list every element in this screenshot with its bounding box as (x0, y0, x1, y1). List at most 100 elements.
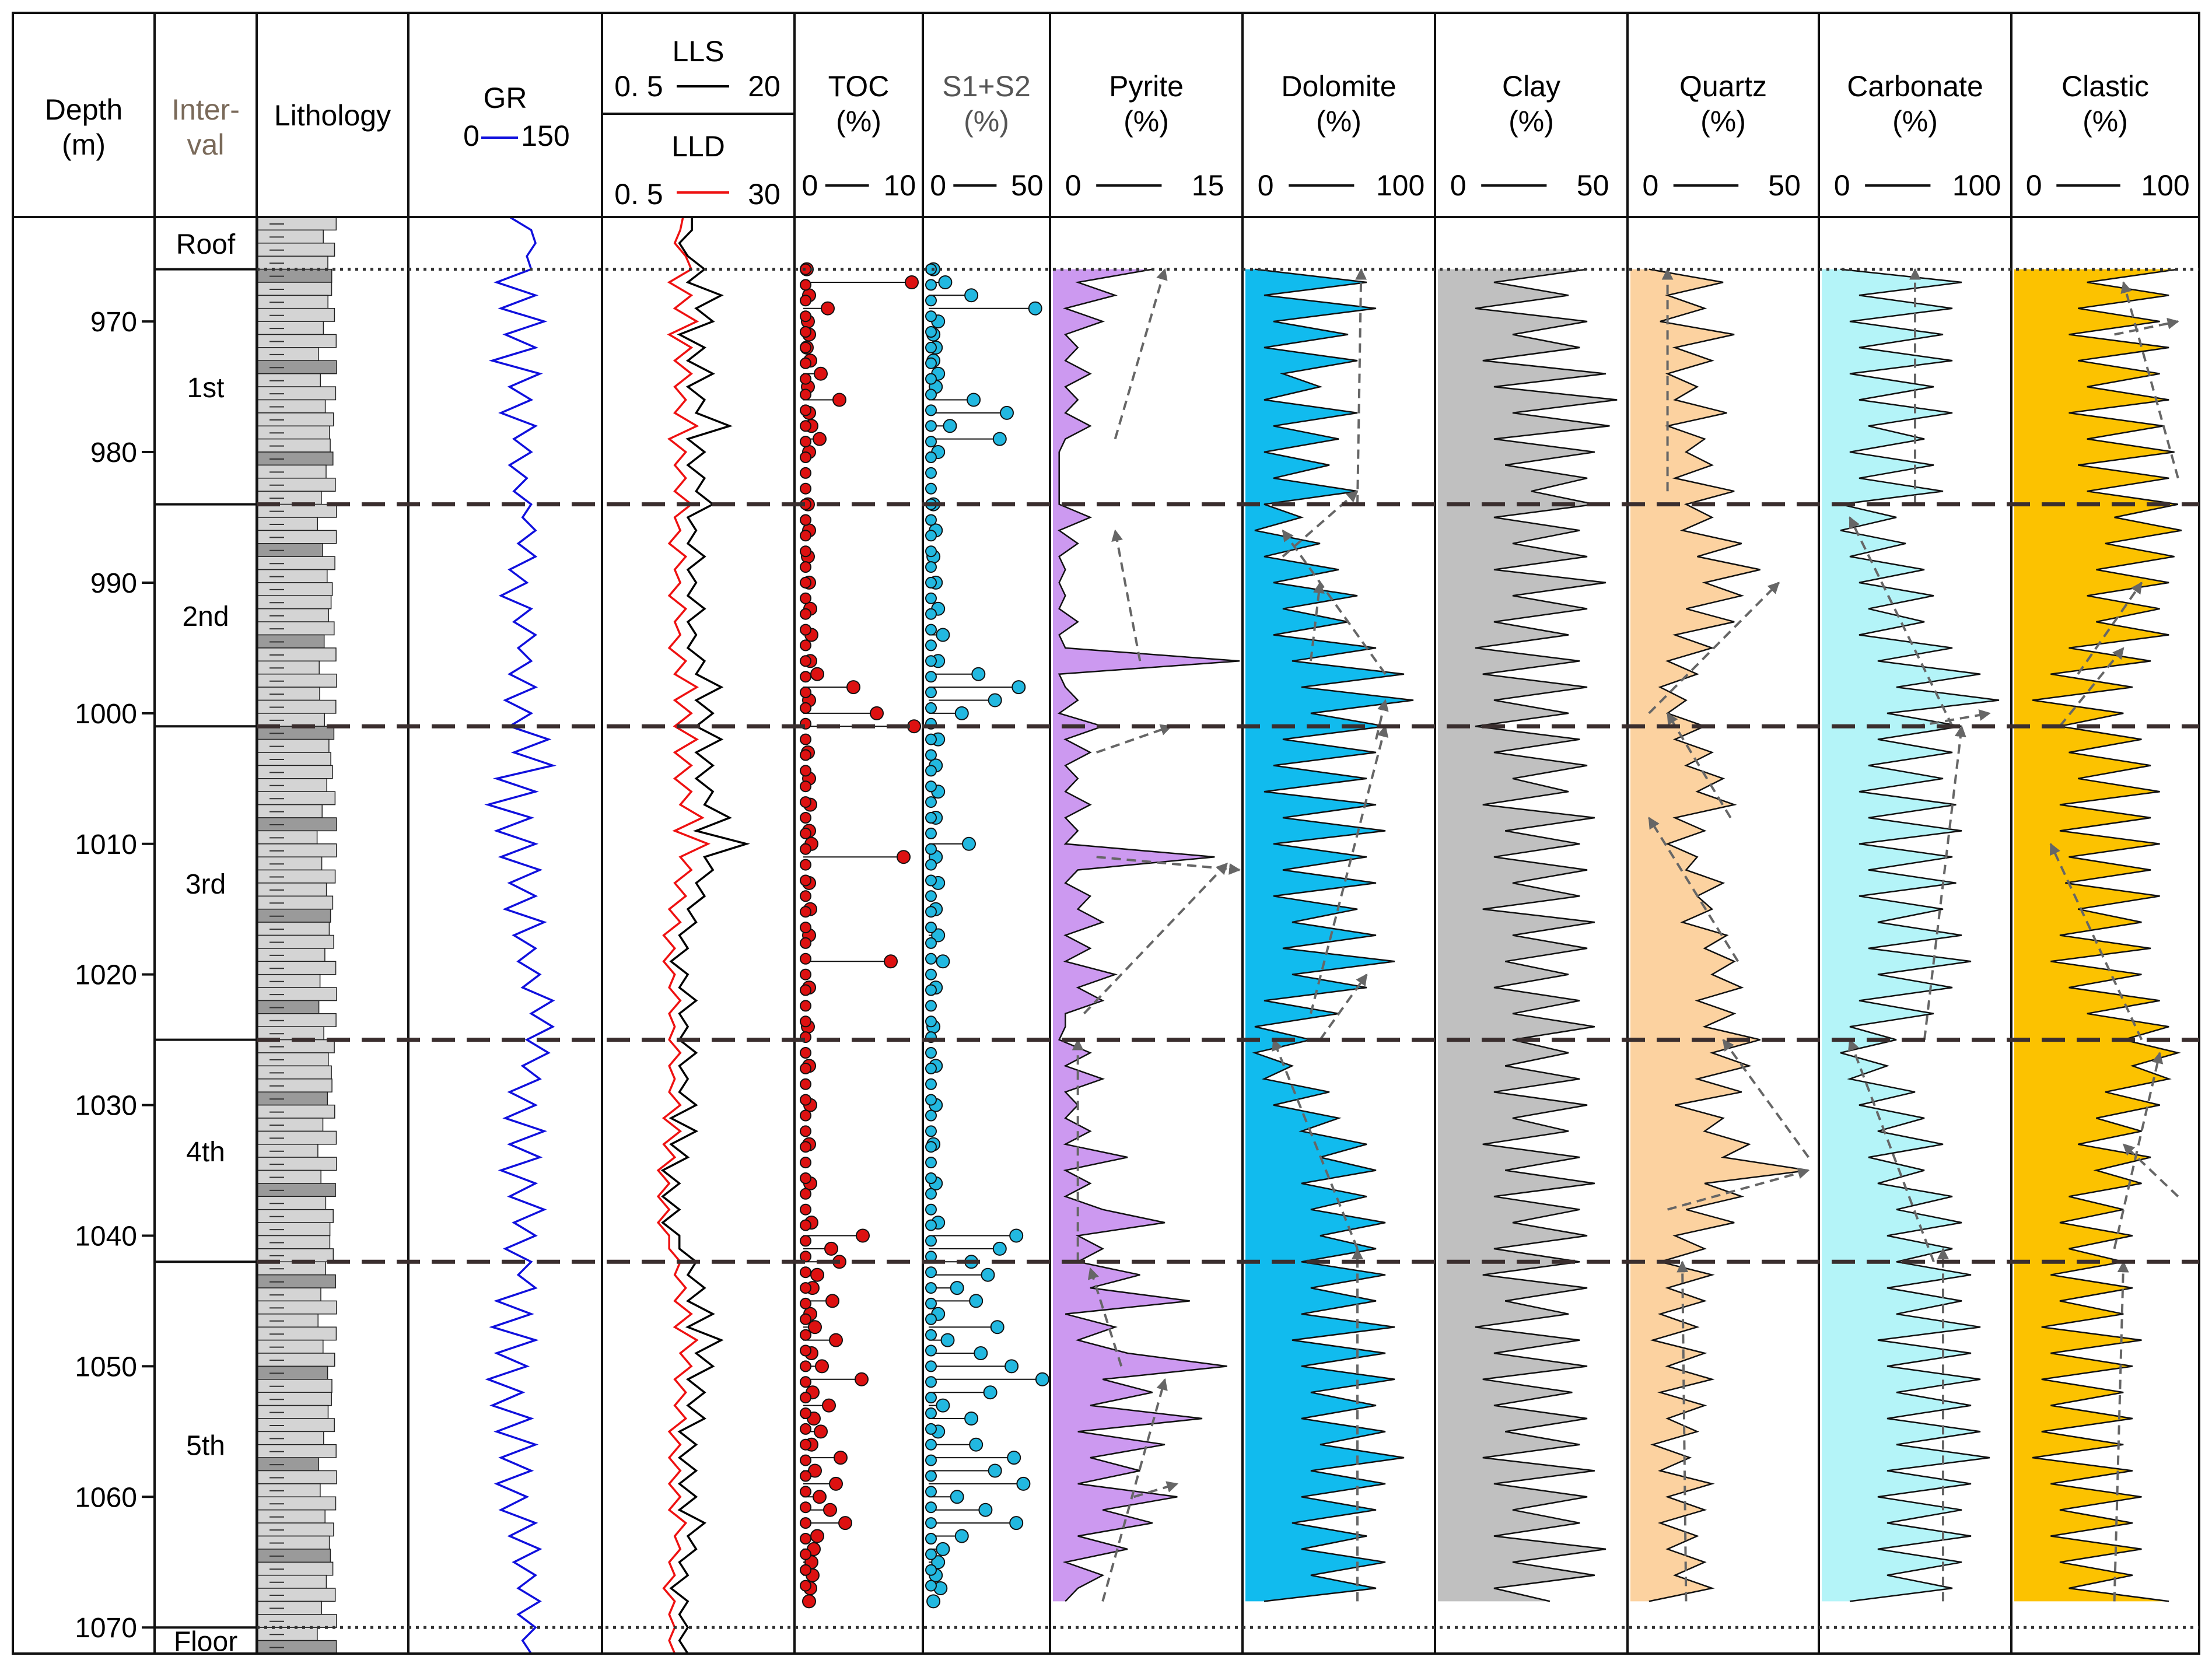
quartz-trend-arrow (1676, 1260, 1689, 1602)
s1s2-point (925, 859, 937, 871)
toc-point (810, 1267, 824, 1282)
lithology-bed (257, 1549, 331, 1563)
s1s2-point (925, 1203, 937, 1216)
s1s2-point (925, 765, 937, 777)
s1s2-point (925, 1344, 937, 1357)
clastic-header-unit: (%) (2082, 105, 2128, 138)
toc-point (800, 1015, 811, 1028)
toc-point (800, 436, 811, 448)
toc-point (823, 1503, 837, 1517)
lithology-bed (257, 1405, 329, 1419)
toc-point (870, 706, 884, 720)
depth-tick-label: 1030 (75, 1091, 137, 1122)
gr-scale-min: 0 (463, 120, 480, 152)
s1s2-point (925, 1172, 937, 1184)
clay-curve (1475, 268, 1618, 1602)
s1s2-scale-max: 50 (1011, 169, 1044, 202)
clastic-curve (2032, 268, 2182, 1602)
depth-tick-label: 1040 (75, 1221, 137, 1252)
toc-point (800, 1407, 811, 1419)
log-fills (1053, 269, 2182, 1602)
gr-scale-max: 150 (521, 120, 569, 152)
clastic-trend-arrow (2120, 281, 2179, 479)
toc-point (800, 1313, 811, 1325)
carbonate-scale-max: 100 (1952, 169, 2001, 202)
s1s2-point (925, 530, 937, 542)
s1s2-point (1007, 1451, 1021, 1465)
trend-arrows (1072, 268, 2179, 1602)
lithology-bed (257, 478, 336, 492)
toc-point (800, 1470, 811, 1482)
dolomite-trend-arrow (1310, 581, 1325, 661)
s1s2-point (974, 1346, 988, 1360)
s1s2-point (925, 1109, 937, 1122)
toc-point (800, 827, 811, 839)
pyrite-trend-arrow (1083, 862, 1228, 1015)
lld-scale-max: 30 (748, 178, 780, 211)
toc-point (800, 859, 811, 871)
toc-point (829, 1333, 843, 1347)
lithology-bed (257, 1483, 321, 1498)
depth-tick-label: 1060 (75, 1482, 137, 1513)
lithology-bed (257, 765, 333, 779)
toc-point (800, 1078, 811, 1090)
lithology-bed (257, 1561, 334, 1576)
depth-tick-label: 1050 (75, 1351, 137, 1382)
lithology-bed (257, 425, 330, 440)
s1s2-point (925, 388, 937, 401)
toc-header-title: TOC (828, 70, 890, 103)
lithology-bed (257, 1287, 321, 1302)
lithology-bed (257, 268, 332, 283)
s1s2-point (938, 275, 953, 289)
toc-point (800, 592, 811, 604)
lithology-bed (257, 1078, 332, 1092)
s1s2-point (925, 1329, 937, 1341)
s1s2-point (925, 1078, 937, 1090)
quartz-header-unit: (%) (1700, 105, 1746, 138)
lithology-bed (257, 1588, 336, 1602)
lithology-bed (257, 608, 330, 622)
s1s2-point (925, 639, 937, 652)
toc-point (800, 1141, 811, 1153)
pyrite-area (1053, 269, 1240, 1602)
lithology-bed (257, 804, 323, 818)
toc-point (800, 341, 811, 353)
lls-scale-min: 0. 5 (614, 70, 663, 103)
lithology-bed (257, 973, 321, 988)
lithology-bed (257, 464, 327, 479)
pyrite-trend-arrow (1096, 856, 1241, 875)
gr-curve (484, 216, 557, 1654)
interval-label: 3rd (186, 869, 226, 900)
dolomite-trend-arrow (1282, 490, 1359, 558)
lithology-header: Lithology (274, 99, 391, 132)
interval-label: 1st (187, 373, 224, 404)
s1s2-point (936, 954, 950, 969)
s1s2-point (969, 1294, 984, 1308)
lithology-bed (257, 895, 334, 910)
s1s2-point (925, 326, 937, 338)
s1s2-point (925, 1454, 937, 1466)
toc-point (800, 1251, 811, 1263)
clay-scale-min: 0 (1450, 169, 1466, 202)
s1s2-point (992, 1241, 1007, 1256)
s1s2-point (925, 467, 937, 479)
dolomite-scale-min: 0 (1258, 169, 1274, 202)
clastic-area (2014, 269, 2182, 1602)
lithology-bed (257, 1339, 324, 1354)
toc-point (800, 843, 811, 855)
toc-point (800, 1454, 811, 1466)
toc-scale-max: 10 (884, 169, 916, 202)
s1s2-point (925, 1517, 937, 1529)
toc-point (800, 514, 811, 526)
pyrite-trend-arrow (1101, 1378, 1168, 1602)
s1s2-point (925, 1376, 937, 1388)
toc-point (800, 812, 811, 824)
lithology-bed (257, 1196, 327, 1210)
lithology-bed (257, 451, 334, 466)
lithology-bed (257, 438, 331, 453)
s1s2-header-unit: (%) (964, 105, 1009, 138)
lld-curve (656, 216, 711, 1654)
s1s2-point (925, 1297, 937, 1309)
toc-point (800, 984, 811, 996)
toc-point (800, 608, 811, 620)
